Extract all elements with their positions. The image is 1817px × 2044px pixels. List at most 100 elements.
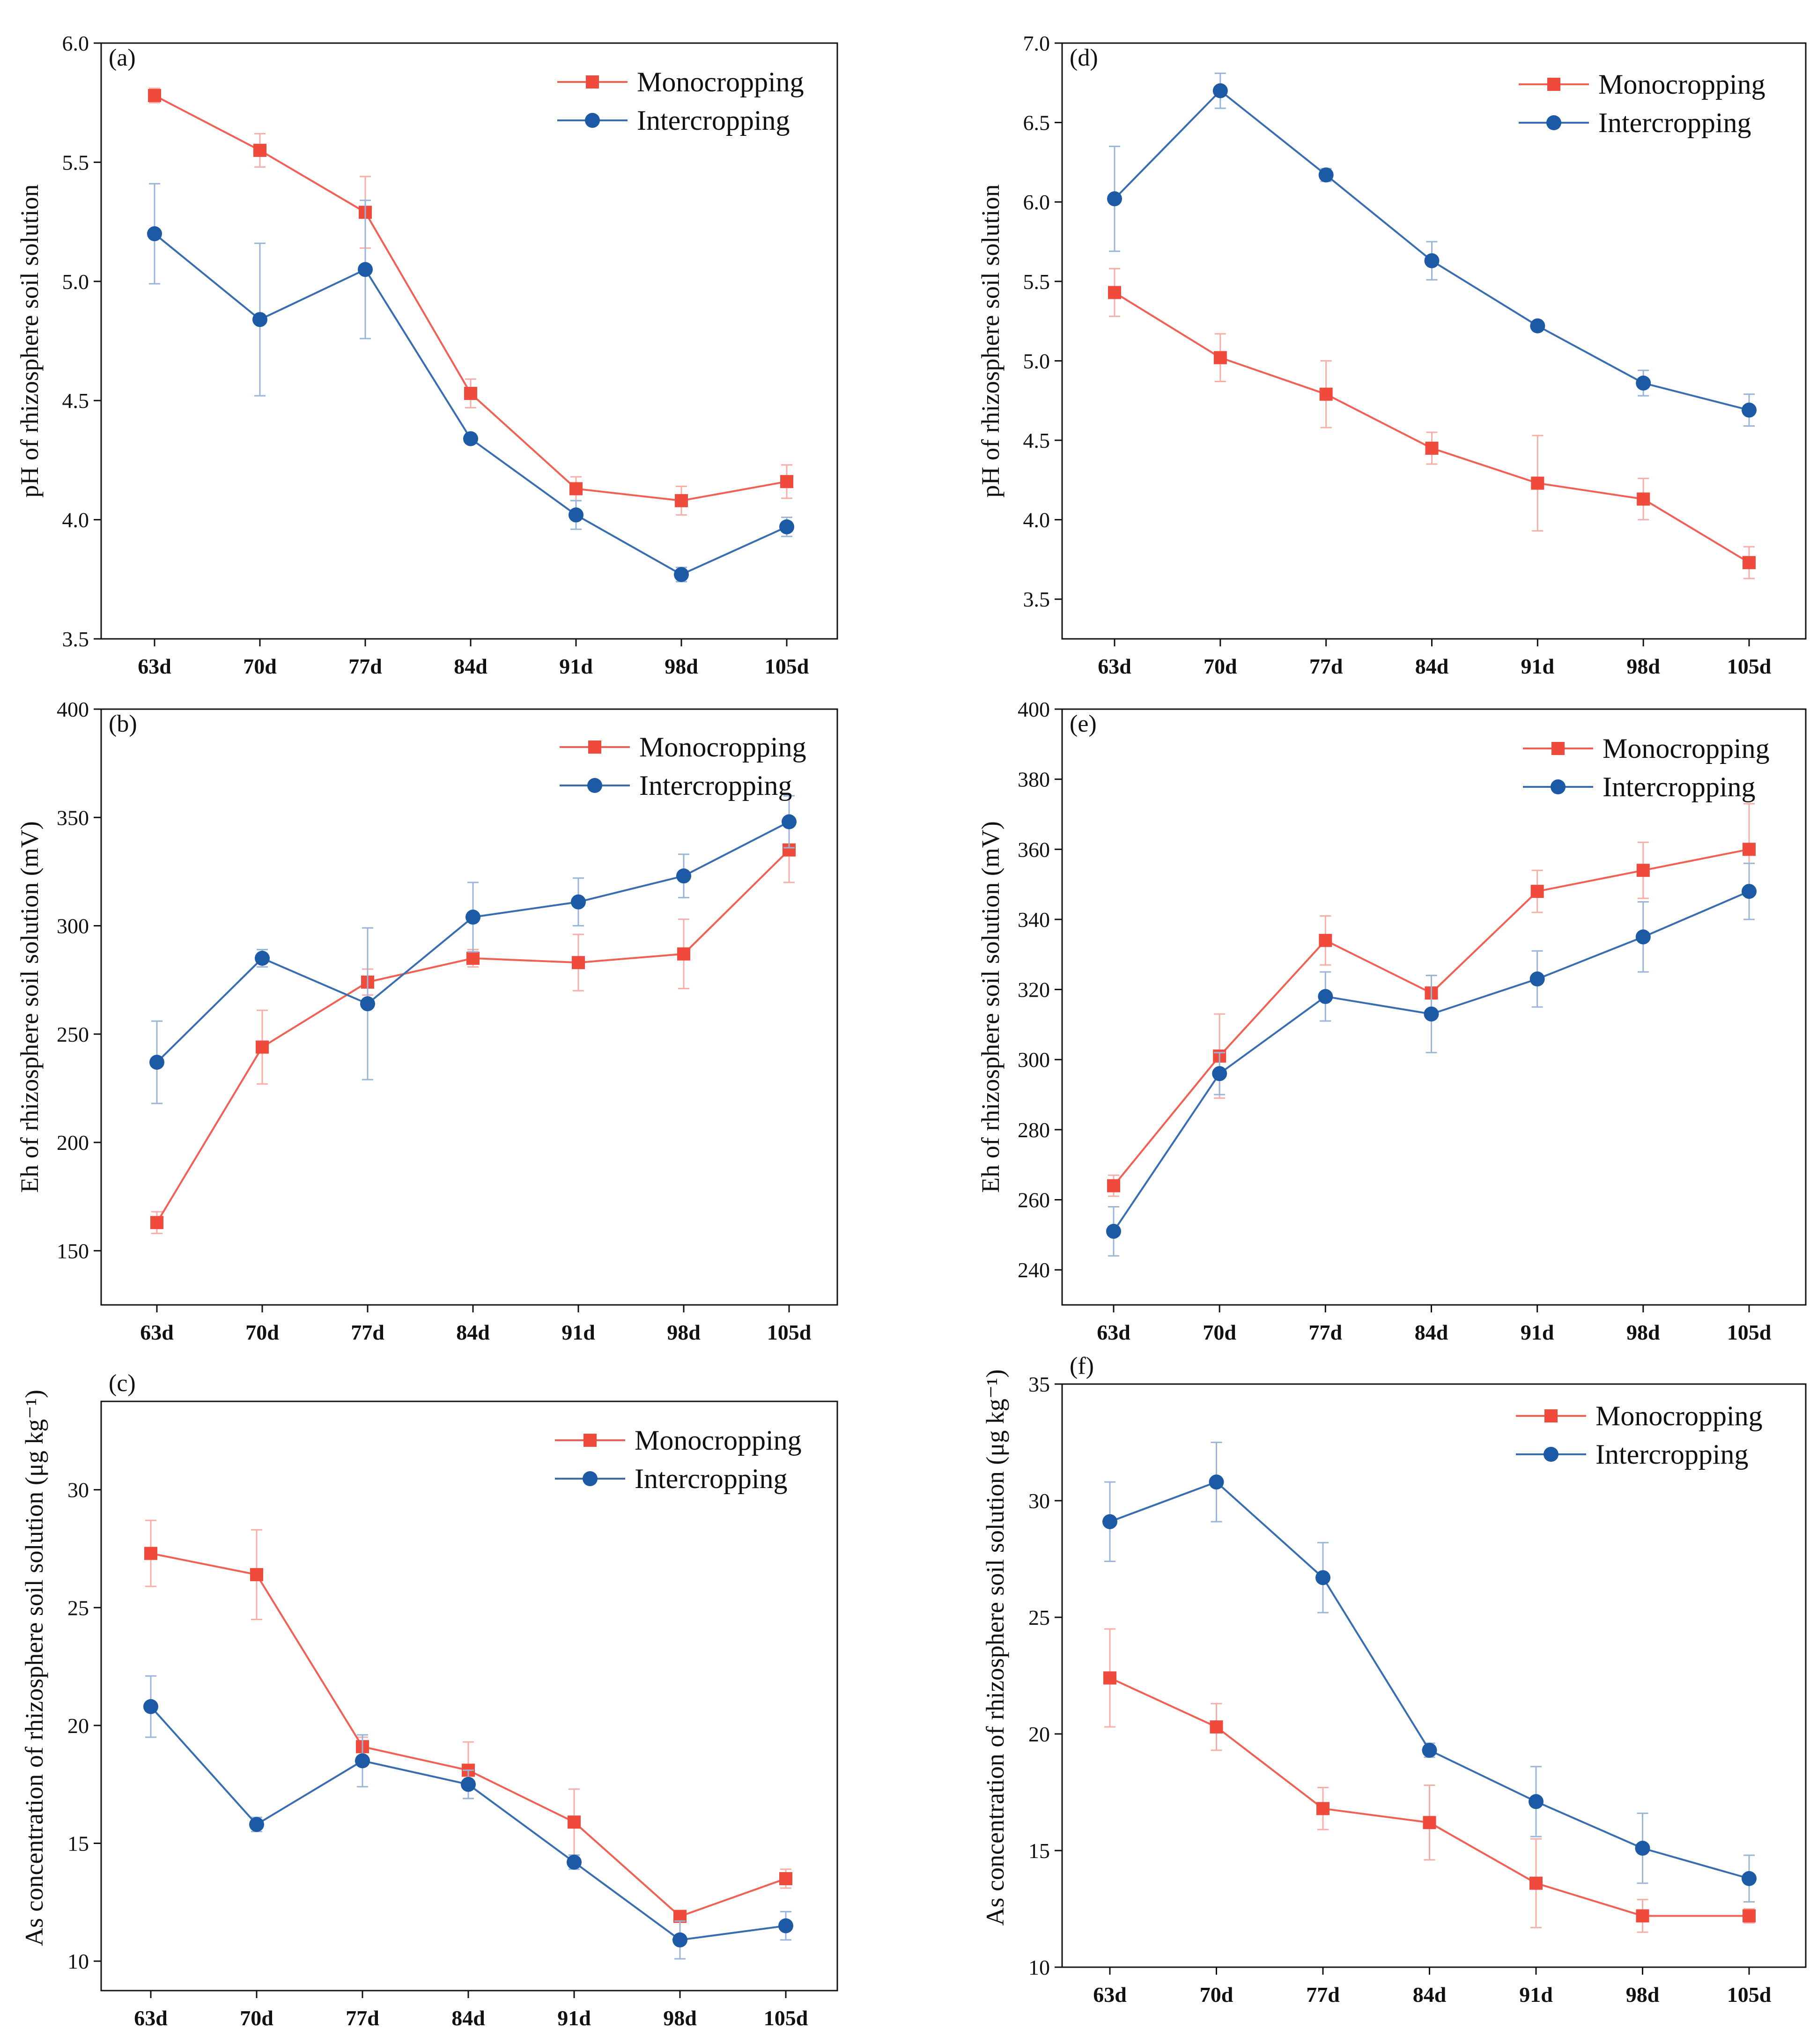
y-tick-label: 150: [57, 1239, 89, 1263]
x-tick-label: 84d: [1415, 654, 1449, 678]
y-tick-label: 3.5: [1023, 587, 1050, 611]
data-point: [779, 1872, 792, 1885]
data-point: [1213, 351, 1227, 364]
x-tick-label: 91d: [1521, 1320, 1554, 1344]
x-tick-label: 91d: [561, 1320, 595, 1344]
legend: Monocropping Intercropping: [1523, 733, 1770, 802]
y-tick-label: 260: [1018, 1188, 1050, 1212]
legend-label: Monocropping: [1603, 733, 1770, 764]
y-tick-label: 280: [1018, 1118, 1050, 1142]
y-tick-label: 400: [57, 697, 89, 721]
y-tick-label: 4.0: [1023, 508, 1050, 532]
data-point: [150, 1216, 163, 1229]
x-tick-label: 77d: [346, 2006, 379, 2030]
y-tick-label: 5.0: [62, 270, 89, 294]
y-tick-label: 25: [1028, 1606, 1050, 1629]
series-intercropping: [149, 795, 797, 1104]
y-tick-label: 240: [1018, 1258, 1050, 1282]
data-point: [461, 1777, 476, 1792]
data-point: [1530, 318, 1545, 333]
data-point: [1636, 1909, 1649, 1923]
data-point: [1209, 1474, 1224, 1490]
x-tick-label: 105d: [764, 2006, 808, 2030]
x-tick-label: 70d: [1203, 1320, 1236, 1344]
series-monocropping: [144, 1519, 792, 1923]
y-tick-label: 5.5: [1023, 270, 1050, 294]
x-tick-label: 84d: [454, 654, 487, 678]
chart-panel-b: 150 200 250 300 350 400 63d 70d 77d 84d 91d 98d 105d…: [15, 697, 838, 1344]
data-point: [1210, 1720, 1223, 1734]
y-tick-label: 20: [67, 1714, 89, 1738]
data-point: [780, 475, 793, 489]
y-tick-label: 25: [67, 1596, 89, 1620]
x-tick-label: 63d: [1098, 654, 1131, 678]
data-point: [360, 996, 375, 1012]
panel-label: (e): [1070, 711, 1097, 737]
y-tick-label: 3.5: [62, 627, 89, 651]
x-tick-label: 98d: [663, 2006, 697, 2030]
chart-panel-d: 3.5 4.0 4.5 5.0 5.5 6.0 6.5 7.0 63d 70d 77d 84d 91d 9…: [976, 31, 1807, 678]
legend-marker: [587, 778, 602, 793]
data-point: [1743, 843, 1756, 856]
data-point: [1425, 441, 1439, 455]
y-tick-label: 340: [1018, 908, 1050, 932]
plot-frame: [100, 1400, 838, 1992]
data-point: [255, 950, 270, 966]
x-tick-label: 91d: [559, 654, 593, 678]
legend-marker: [1551, 742, 1565, 755]
data-point: [1529, 1794, 1544, 1809]
panel-label: (c): [109, 1370, 136, 1397]
legend-label: Intercropping: [639, 770, 792, 801]
panel-label: (b): [109, 711, 137, 737]
data-point: [1636, 375, 1651, 391]
data-point: [571, 894, 586, 910]
legend-marker: [586, 75, 599, 89]
data-point: [1107, 1179, 1120, 1192]
data-point: [252, 312, 267, 327]
data-point: [569, 507, 584, 523]
y-axis-title: pH of rhizosphere soil solution: [15, 185, 44, 498]
x-tick-label: 98d: [1626, 654, 1660, 678]
legend-label: Intercropping: [635, 1463, 788, 1494]
y-tick-label: 6.0: [62, 31, 89, 55]
y-tick-label: 35: [1028, 1372, 1050, 1396]
x-tick-label: 98d: [667, 1320, 701, 1344]
data-point: [1424, 1006, 1439, 1022]
x-tick-label: 77d: [1309, 1320, 1343, 1344]
x-tick-label: 77d: [1309, 654, 1343, 678]
data-point: [674, 567, 689, 582]
data-point: [1635, 1841, 1650, 1856]
data-point: [464, 386, 477, 400]
series-intercropping: [143, 1675, 793, 1960]
data-point: [1107, 191, 1122, 207]
legend-marker: [584, 1434, 597, 1447]
data-point: [1108, 286, 1121, 299]
data-point: [466, 951, 480, 965]
data-point: [1319, 387, 1333, 401]
x-tick-label: 63d: [1093, 1983, 1127, 2007]
legend-label: Monocropping: [1598, 69, 1765, 100]
series-line: [1113, 890, 1750, 1232]
data-point: [782, 814, 797, 829]
legend-label: Intercropping: [1603, 771, 1756, 802]
legend-label: Monocropping: [1595, 1400, 1763, 1431]
y-tick-label: 350: [57, 806, 89, 829]
data-point: [249, 1817, 264, 1832]
data-point: [1423, 1816, 1436, 1829]
legend-label: Intercropping: [637, 105, 790, 136]
data-point: [567, 1854, 582, 1870]
chart-panel-e: 240 260 280 300 320 340 360 380 400 63d 70d 77d 84d 9…: [976, 697, 1807, 1344]
data-point: [256, 1040, 269, 1054]
legend-marker: [1551, 779, 1566, 794]
data-point: [1742, 1871, 1757, 1886]
y-tick-label: 20: [1028, 1722, 1050, 1746]
x-tick-label: 63d: [138, 654, 171, 678]
x-tick-label: 105d: [767, 1320, 812, 1344]
legend-marker: [1546, 115, 1561, 130]
legend: Monocropping Intercropping: [1516, 1400, 1763, 1470]
y-tick-label: 30: [67, 1478, 89, 1502]
y-tick-label: 15: [67, 1832, 89, 1856]
data-point: [1529, 971, 1545, 987]
x-tick-label: 84d: [1415, 1320, 1448, 1344]
data-point: [253, 143, 266, 157]
